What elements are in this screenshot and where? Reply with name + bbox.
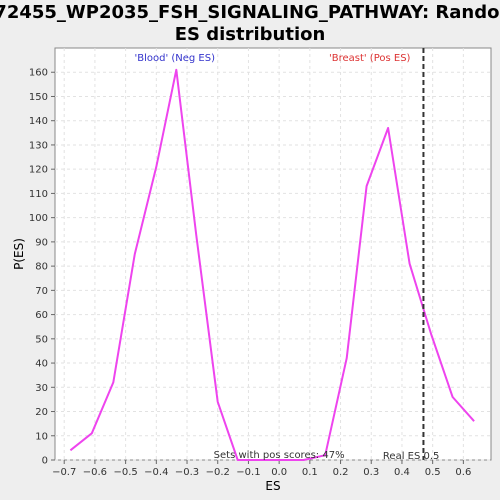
y-tick-label: 0 [42, 456, 48, 467]
pos-es-label: 'Breast' (Pos ES) [329, 53, 411, 64]
x-axis-label: ES [265, 479, 280, 493]
y-tick-label: 40 [35, 359, 48, 370]
y-tick-label: 70 [35, 286, 48, 297]
x-tick-label: 0.6 [455, 467, 471, 478]
es-distribution-line [69, 68, 475, 461]
y-tick-label: 120 [29, 165, 48, 176]
x-tick-label: −0.2 [206, 467, 230, 478]
x-tick-label: −0.1 [236, 467, 260, 478]
neg-es-label: 'Blood' (Neg ES) [134, 53, 215, 64]
grid [55, 48, 491, 461]
x-tick-label: −0.7 [52, 467, 76, 478]
chart-title-line2: ES distribution [175, 24, 326, 45]
y-tick-label: 160 [29, 68, 48, 79]
y-tick-label: 20 [35, 407, 48, 418]
x-tick-label: −0.4 [144, 467, 168, 478]
x-tick-label: 0.2 [333, 467, 349, 478]
y-tick-label: 130 [29, 140, 48, 151]
y-tick-label: 80 [35, 262, 48, 273]
y-tick-label: 10 [35, 431, 48, 442]
x-tick-label: 0.5 [425, 467, 441, 478]
pos-scores-label: Sets with pos scores: 47% [214, 450, 345, 461]
y-tick-label: 60 [35, 310, 48, 321]
y-axis-label: P(ES) [12, 238, 26, 270]
x-tick-label: −0.3 [175, 467, 199, 478]
y-tick-label: 30 [35, 383, 48, 394]
y-tick-label: 150 [29, 92, 48, 103]
y-tick-label: 140 [29, 116, 48, 127]
chart-title-line1: 672455_WP2035_FSH_SIGNALING_PATHWAY: Ran… [0, 2, 500, 23]
x-tick-label: −0.6 [83, 467, 107, 478]
y-axis-ticks: 0 10 20 30 40 50 60 70 80 90 100 110 120 130 140 150 160 [29, 68, 55, 467]
plot-area [54, 47, 492, 461]
y-tick-label: 110 [29, 189, 48, 200]
x-tick-label: 0.3 [363, 467, 379, 478]
y-tick-label: 90 [35, 237, 48, 248]
x-tick-label: −0.5 [113, 467, 137, 478]
y-tick-label: 100 [29, 213, 48, 224]
x-tick-label: 0.4 [394, 467, 410, 478]
real-es-label: Real ES 0.5 [383, 451, 439, 462]
series-layer [69, 68, 475, 461]
x-tick-label: 0.1 [302, 467, 318, 478]
x-axis-ticks: −0.7 −0.6 −0.5 −0.4 −0.3 −0.2 −0.1 0.0 0.1 0.2 0.3… [52, 460, 471, 478]
y-tick-label: 50 [35, 334, 48, 345]
x-tick-label: 0.0 [271, 467, 287, 478]
